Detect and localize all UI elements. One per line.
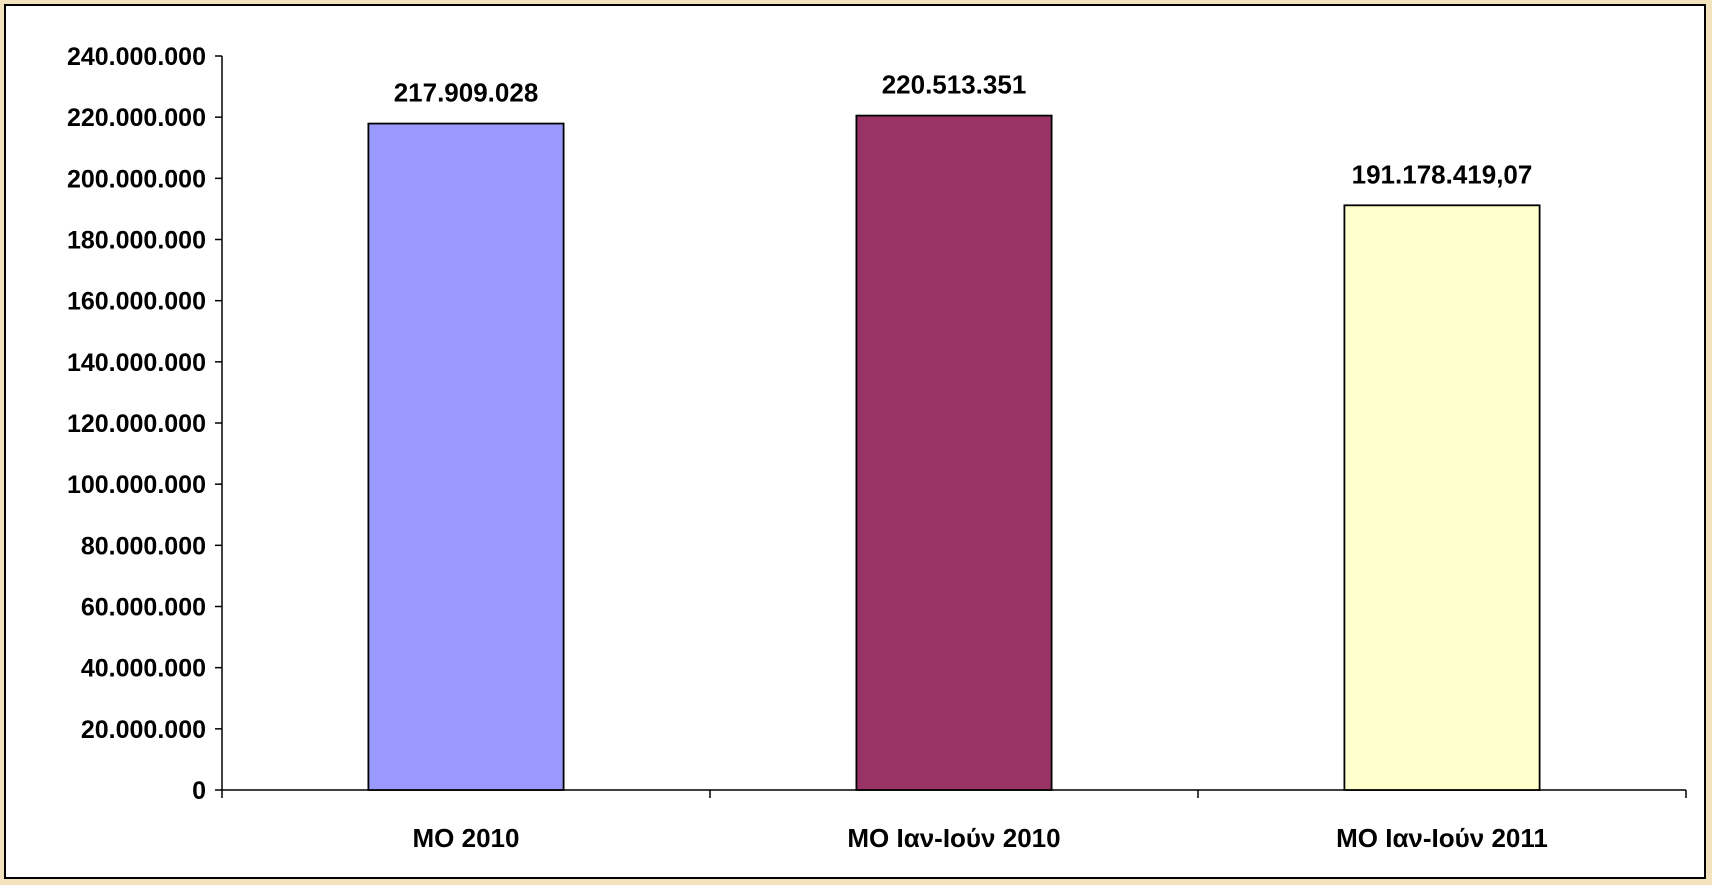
- axes: 0 20.000.000 40.000.000 60.000.000 80.000.00…: [67, 43, 1687, 805]
- y-tick-label: 0: [192, 777, 206, 805]
- category-label: ΜΟ Ιαν-Ιούν 2010: [847, 823, 1060, 853]
- y-tick-label: 200.000.000: [67, 165, 206, 193]
- y-tick-label: 100.000.000: [67, 471, 206, 499]
- y-tick-label: 220.000.000: [67, 104, 206, 132]
- labels: 217.909.028 ΜΟ 2010 220.513.351 ΜΟ Ιαν-Ιούν…: [394, 70, 1548, 853]
- y-tick-label: 20.000.000: [81, 716, 206, 744]
- chart-frame: 0 20.000.000 40.000.000 60.000.000 80.000.00…: [4, 4, 1706, 879]
- y-tick-label: 140.000.000: [67, 349, 206, 377]
- y-tick-label: 240.000.000: [67, 43, 206, 71]
- category-label: ΜΟ Ιαν-Ιούν 2011: [1336, 823, 1548, 853]
- y-tick-label: 60.000.000: [81, 594, 206, 622]
- y-tick-label: 120.000.000: [67, 410, 206, 438]
- data-label: 217.909.028: [394, 78, 539, 108]
- bar: [855, 114, 1053, 791]
- bars: [367, 114, 1541, 791]
- data-label: 220.513.351: [882, 70, 1027, 100]
- data-label: 191.178.419,07: [1352, 159, 1533, 189]
- bar: [1343, 204, 1541, 791]
- y-tick-label: 180.000.000: [67, 227, 206, 255]
- y-tick-label: 40.000.000: [81, 655, 206, 683]
- bar-chart: 0 20.000.000 40.000.000 60.000.000 80.000.00…: [67, 43, 1687, 853]
- y-tick-label: 160.000.000: [67, 288, 206, 316]
- y-tick-label: 80.000.000: [81, 532, 206, 560]
- category-label: ΜΟ 2010: [413, 823, 520, 853]
- bar: [367, 122, 565, 791]
